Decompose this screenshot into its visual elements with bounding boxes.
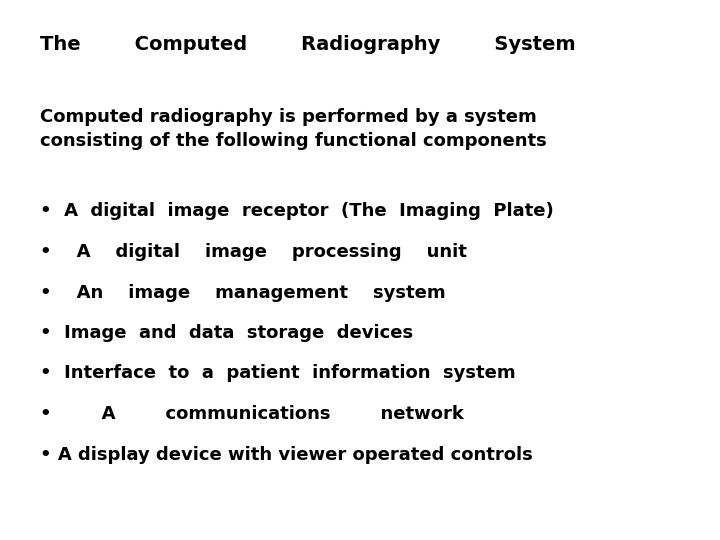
Text: •  Interface  to  a  patient  information  system: • Interface to a patient information sys…: [40, 364, 516, 382]
Text: •        A        communications        network: • A communications network: [40, 405, 464, 423]
Text: •    An    image    management    system: • An image management system: [40, 284, 445, 301]
Text: • A display device with viewer operated controls: • A display device with viewer operated …: [40, 446, 532, 463]
Text: Computed radiography is performed by a system
consisting of the following functi: Computed radiography is performed by a s…: [40, 108, 546, 150]
Text: •    A    digital    image    processing    unit: • A digital image processing unit: [40, 243, 467, 261]
Text: •  A  digital  image  receptor  (The  Imaging  Plate): • A digital image receptor (The Imaging …: [40, 202, 554, 220]
Text: The        Computed        Radiography        System: The Computed Radiography System: [40, 35, 575, 54]
Text: •  Image  and  data  storage  devices: • Image and data storage devices: [40, 324, 413, 342]
